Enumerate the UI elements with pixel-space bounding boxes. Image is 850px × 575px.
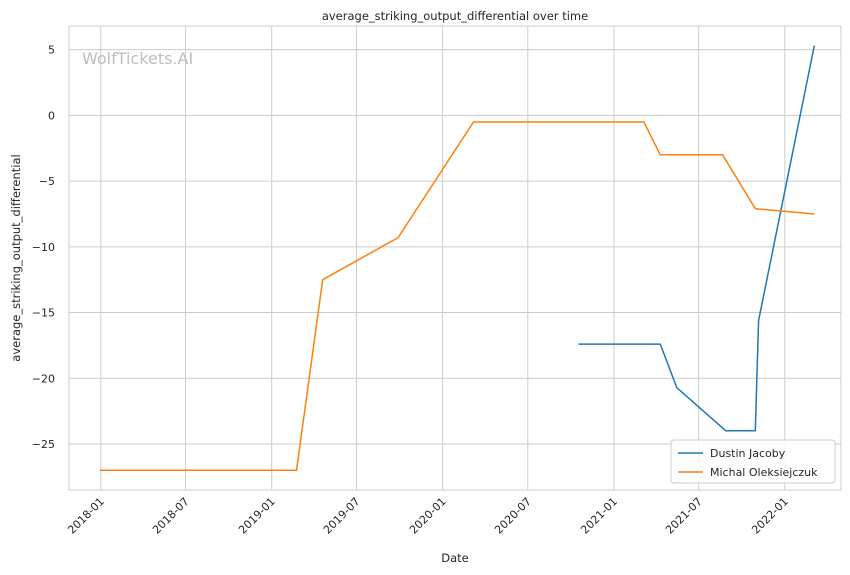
y-tick-label: −10	[32, 241, 55, 254]
x-tick-label: 2018-07	[150, 495, 192, 537]
watermark: WolfTickets.AI	[82, 49, 193, 68]
series-line-michal-oleksiejczuk	[99, 121, 815, 472]
series-line-dustin-jacoby	[578, 45, 816, 432]
x-tick-label: 2020-01	[407, 495, 449, 537]
x-tick-label: 2018-01	[65, 495, 107, 537]
legend-label-dustin-jacoby: Dustin Jacoby	[710, 447, 786, 460]
plot-background	[69, 26, 841, 490]
y-tick-label: 0	[48, 109, 55, 122]
y-tick-label: −25	[32, 438, 55, 451]
legend-box	[670, 439, 836, 484]
y-axis-label: average_striking_output_differential	[9, 154, 23, 361]
plot-frame	[68, 25, 842, 491]
y-tick-label: −5	[39, 175, 55, 188]
legend-label-michal-oleksiejczuk: Michal Oleksiejczuk	[710, 466, 818, 479]
y-tick-label: 5	[48, 44, 55, 57]
y-tick-label: −15	[32, 307, 55, 320]
x-tick-labels: 2018-01 2018-07 2019-01 2019-07 2020-01 2020-…	[65, 495, 791, 537]
x-tick-label: 2021-01	[578, 495, 620, 537]
series-layer	[99, 45, 816, 472]
x-tick-label: 2019-01	[236, 495, 278, 537]
x-tick-label: 2022-01	[749, 495, 791, 537]
x-tick-label: 2019-07	[321, 495, 363, 537]
x-tick-label: 2021-07	[663, 495, 705, 537]
y-tick-labels: 5 0 −5 −10 −15 −20 −25	[32, 44, 55, 451]
legend: Dustin Jacoby Michal Oleksiejczuk	[670, 439, 836, 484]
chart-title: average_striking_output_differential ove…	[322, 9, 588, 23]
x-axis-label: Date	[441, 551, 469, 565]
y-tick-label: −20	[32, 372, 55, 385]
x-tick-label: 2020-07	[492, 495, 534, 537]
grid-lines	[69, 26, 841, 490]
